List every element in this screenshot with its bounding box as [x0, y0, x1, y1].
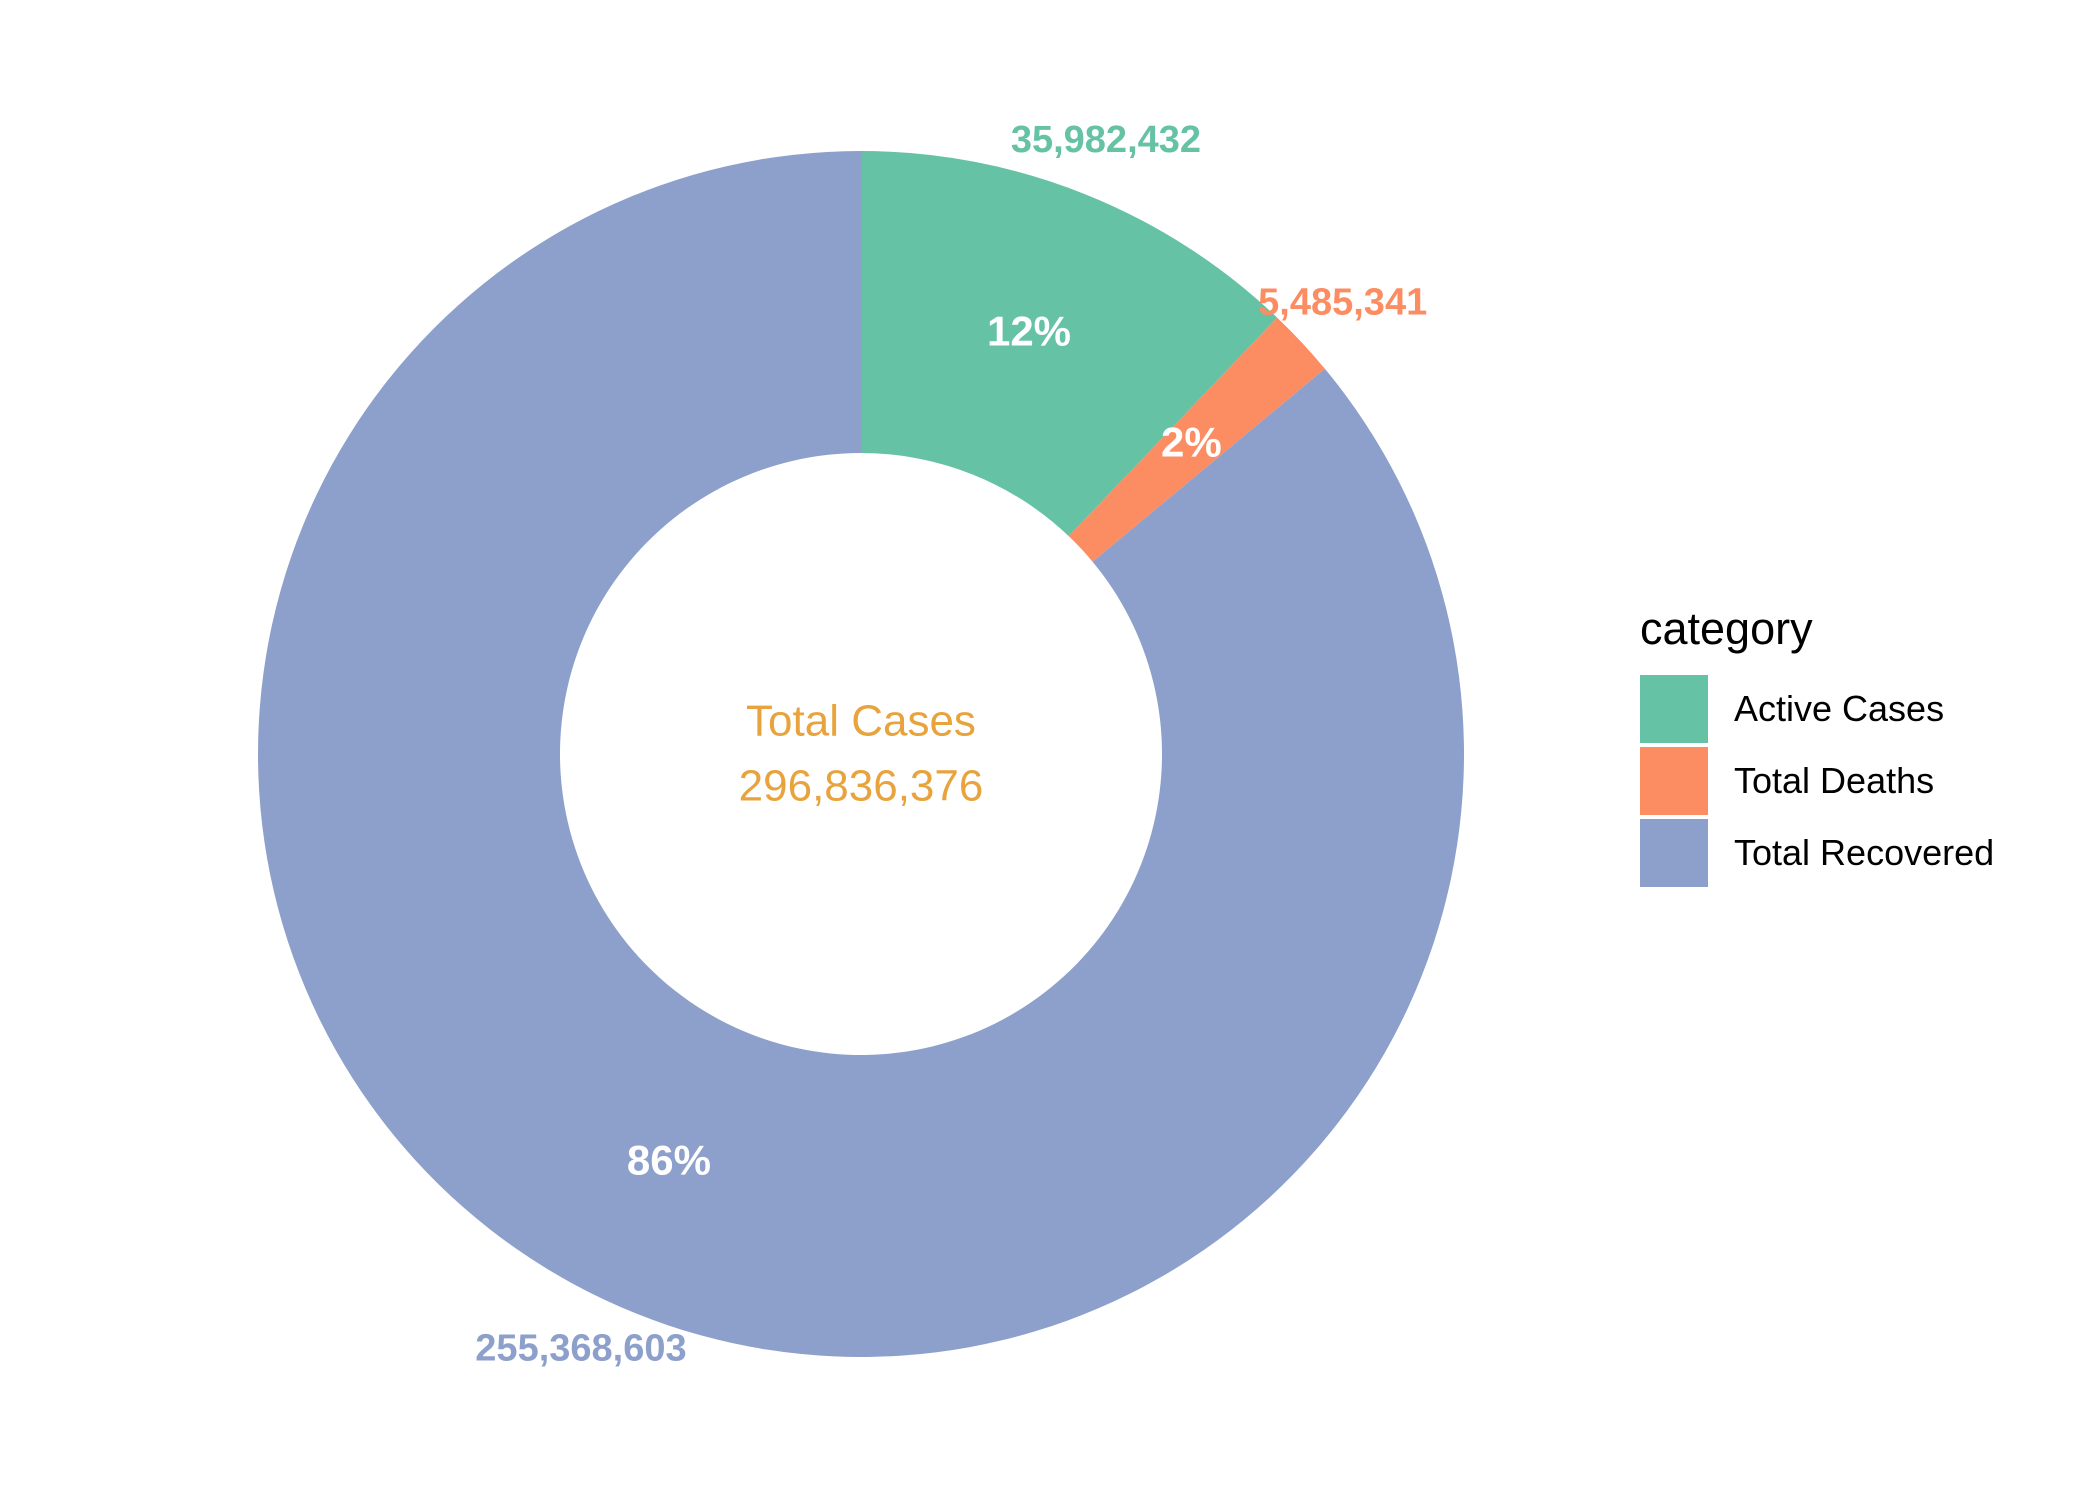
slice-active-cases [861, 151, 1278, 537]
percent-label-total-recovered: 86% [627, 1136, 711, 1183]
labels-layer: 12% 35,982,432 2% 5,485,341 86% 255,368,603 [475, 119, 1427, 1369]
slices-layer [258, 151, 1465, 1357]
value-label-total-recovered: 255,368,603 [475, 1328, 686, 1370]
legend: category Active Cases Total Deaths Total… [1640, 606, 2060, 889]
slice-total-recovered [258, 151, 1465, 1357]
percent-label-total-deaths: 2% [1161, 419, 1222, 466]
percent-label-active-cases: 12% [987, 307, 1071, 354]
legend-key-active-cases [1640, 675, 1708, 743]
legend-item-active-cases: Active Cases [1640, 673, 2060, 745]
value-label-active-cases: 35,982,432 [1011, 119, 1201, 161]
slice-total-deaths [1068, 317, 1325, 562]
center-text: Total Cases 296,836,376 [739, 697, 984, 811]
legend-key-total-deaths [1640, 747, 1708, 815]
center-title: Total Cases [746, 697, 976, 746]
legend-item-total-deaths: Total Deaths [1640, 745, 2060, 817]
legend-label: Total Deaths [1734, 760, 1935, 801]
legend-key-total-recovered [1640, 819, 1708, 887]
value-label-total-deaths: 5,485,341 [1258, 281, 1427, 323]
legend-label: Total Recovered [1734, 832, 1995, 873]
legend-item-total-recovered: Total Recovered [1640, 817, 2060, 889]
legend-label: Active Cases [1734, 688, 1945, 729]
center-total-value: 296,836,376 [739, 762, 984, 811]
legend-title: category [1640, 603, 1813, 654]
